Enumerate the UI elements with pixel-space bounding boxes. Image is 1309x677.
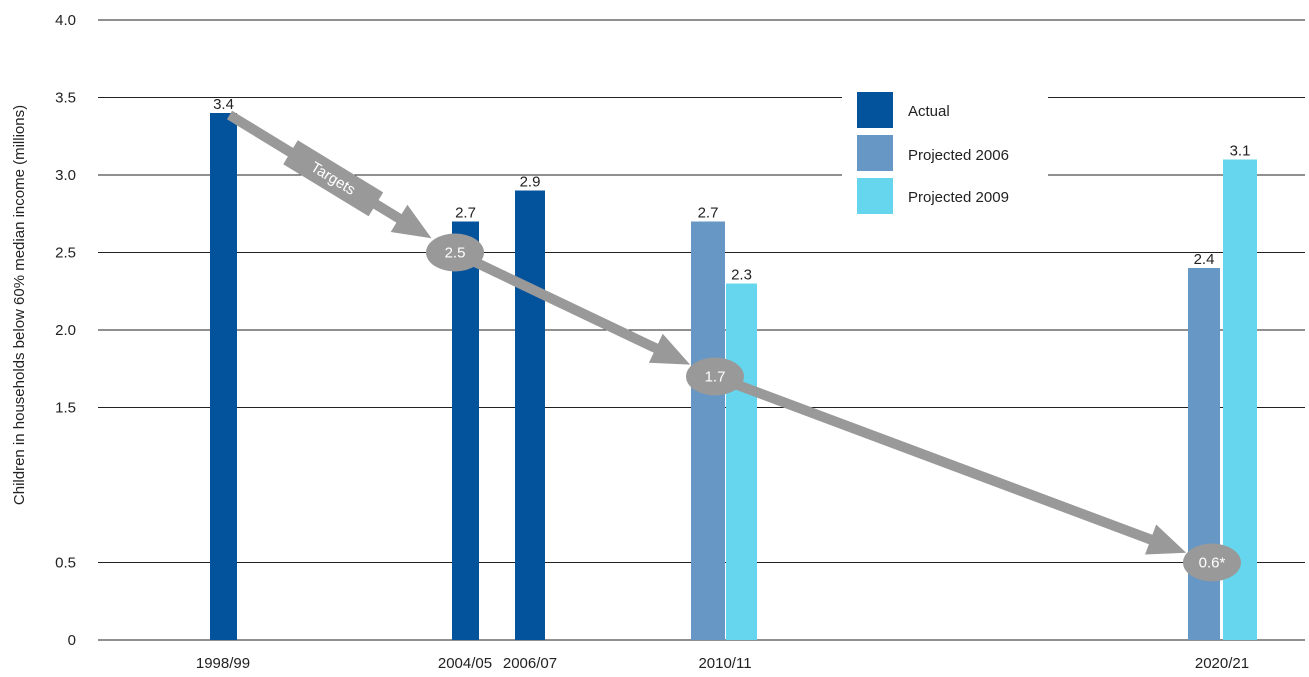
target-value-2010-11: 1.7 — [705, 369, 726, 386]
y-axis-label: Children in households below 60% median … — [11, 105, 28, 505]
x-tick-2004-05: 2004/05 — [438, 655, 492, 672]
legend-label-projected-2006: Projected 2006 — [908, 147, 1009, 164]
data-label-actual-2006-07: 2.9 — [520, 174, 541, 191]
x-tick-2010-11: 2010/11 — [698, 655, 751, 672]
y-axis-ticks: 0 0.5 1.5 2.0 2.5 3.0 3.5 4.0 — [55, 12, 76, 649]
y-tick-1-5: 1.5 — [55, 400, 76, 417]
data-label-actual-1998-99: 3.4 — [213, 96, 234, 113]
data-labels: 3.4 2.7 2.9 2.7 2.4 2.3 3.1 — [213, 96, 1250, 284]
x-axis-ticks: 1998/99 2004/05 2006/07 2010/11 2020/21 — [196, 655, 1249, 672]
bar-projected-2009-2010-11 — [726, 283, 757, 640]
y-tick-4-0: 4.0 — [55, 12, 76, 29]
y-tick-2-5: 2.5 — [55, 245, 76, 262]
x-tick-2020-21: 2020/21 — [1195, 655, 1249, 672]
target-node-2010-11 — [686, 357, 744, 396]
targets-label-box — [283, 140, 384, 217]
data-label-projected-2009-2020-21: 3.1 — [1230, 143, 1251, 160]
data-label-projected-2006-2010-11: 2.7 — [698, 205, 719, 222]
bar-actual-2004-05 — [452, 221, 479, 640]
target-arrow-2 — [452, 248, 691, 365]
legend-swatch-projected-2006 — [857, 135, 893, 171]
x-tick-2006-07: 2006/07 — [503, 655, 557, 672]
legend-label-actual: Actual — [908, 103, 950, 120]
bar-actual-1998-99 — [210, 113, 237, 640]
target-arrow-3 — [713, 371, 1187, 555]
bar-projected-2006-2020-21 — [1188, 268, 1220, 640]
y-tick-0-5: 0.5 — [55, 555, 76, 572]
target-value-2020-21: 0.6* — [1199, 555, 1226, 572]
x-tick-1998-99: 1998/99 — [196, 655, 250, 672]
targets-label-group: Targets — [283, 140, 384, 217]
y-tick-3-0: 3.0 — [55, 167, 76, 184]
data-label-projected-2006-2020-21: 2.4 — [1194, 251, 1215, 268]
data-label-actual-2004-05: 2.7 — [455, 205, 476, 222]
legend-label-projected-2009: Projected 2009 — [908, 189, 1009, 206]
bar-actual-2006-07 — [515, 190, 545, 640]
target-node-2004-05 — [426, 233, 484, 272]
bar-projected-2006-2010-11 — [691, 221, 725, 640]
target-node-2020-21 — [1183, 543, 1241, 582]
target-value-2004-05: 2.5 — [445, 245, 466, 262]
y-tick-2-0: 2.0 — [55, 322, 76, 339]
y-tick-0: 0 — [68, 632, 76, 649]
legend-swatch-actual — [857, 92, 893, 128]
legend: Actual Projected 2006 Projected 2009 — [842, 82, 1048, 220]
data-label-projected-2009-2010-11: 2.3 — [731, 267, 752, 284]
legend-swatch-projected-2009 — [857, 178, 893, 214]
y-tick-3-5: 3.5 — [55, 90, 76, 107]
